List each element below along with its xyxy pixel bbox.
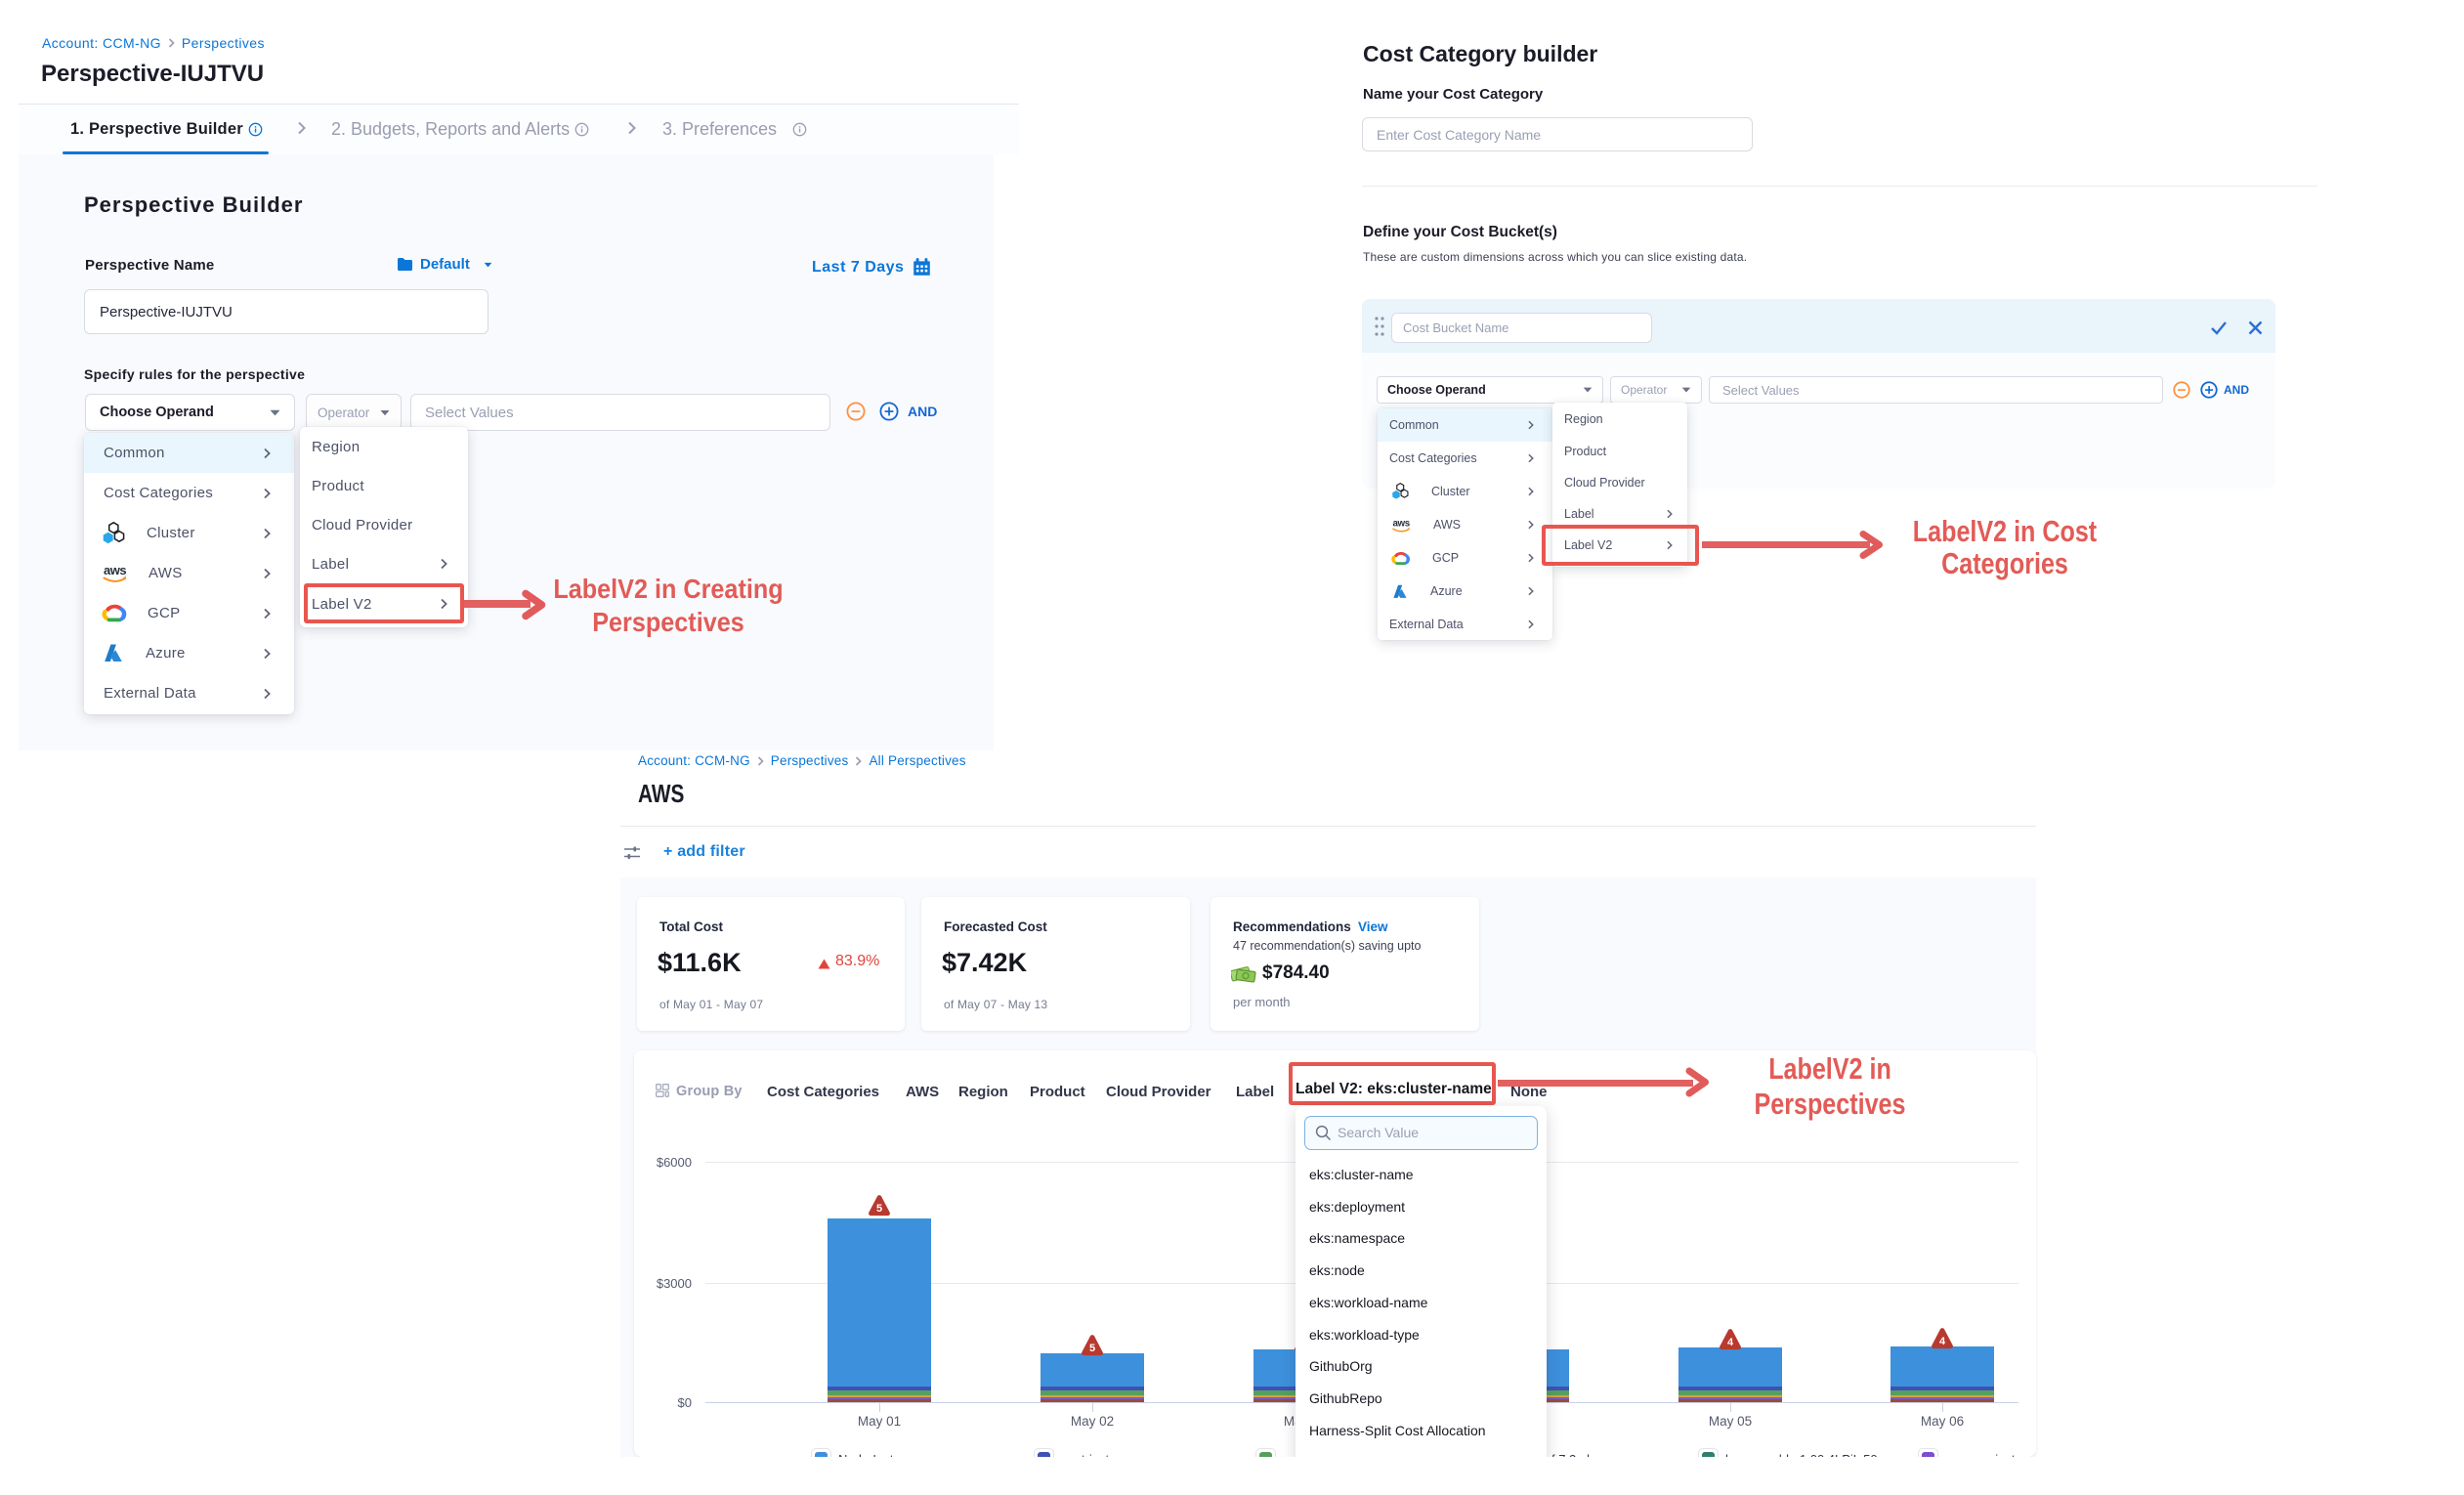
svg-text:aws: aws: [1393, 518, 1411, 529]
svg-text:5: 5: [876, 1203, 882, 1215]
svg-text:aws: aws: [104, 563, 126, 577]
svg-text:4: 4: [1939, 1336, 1946, 1347]
svg-text:5: 5: [1089, 1343, 1095, 1354]
svg-text:4: 4: [1727, 1337, 1734, 1348]
